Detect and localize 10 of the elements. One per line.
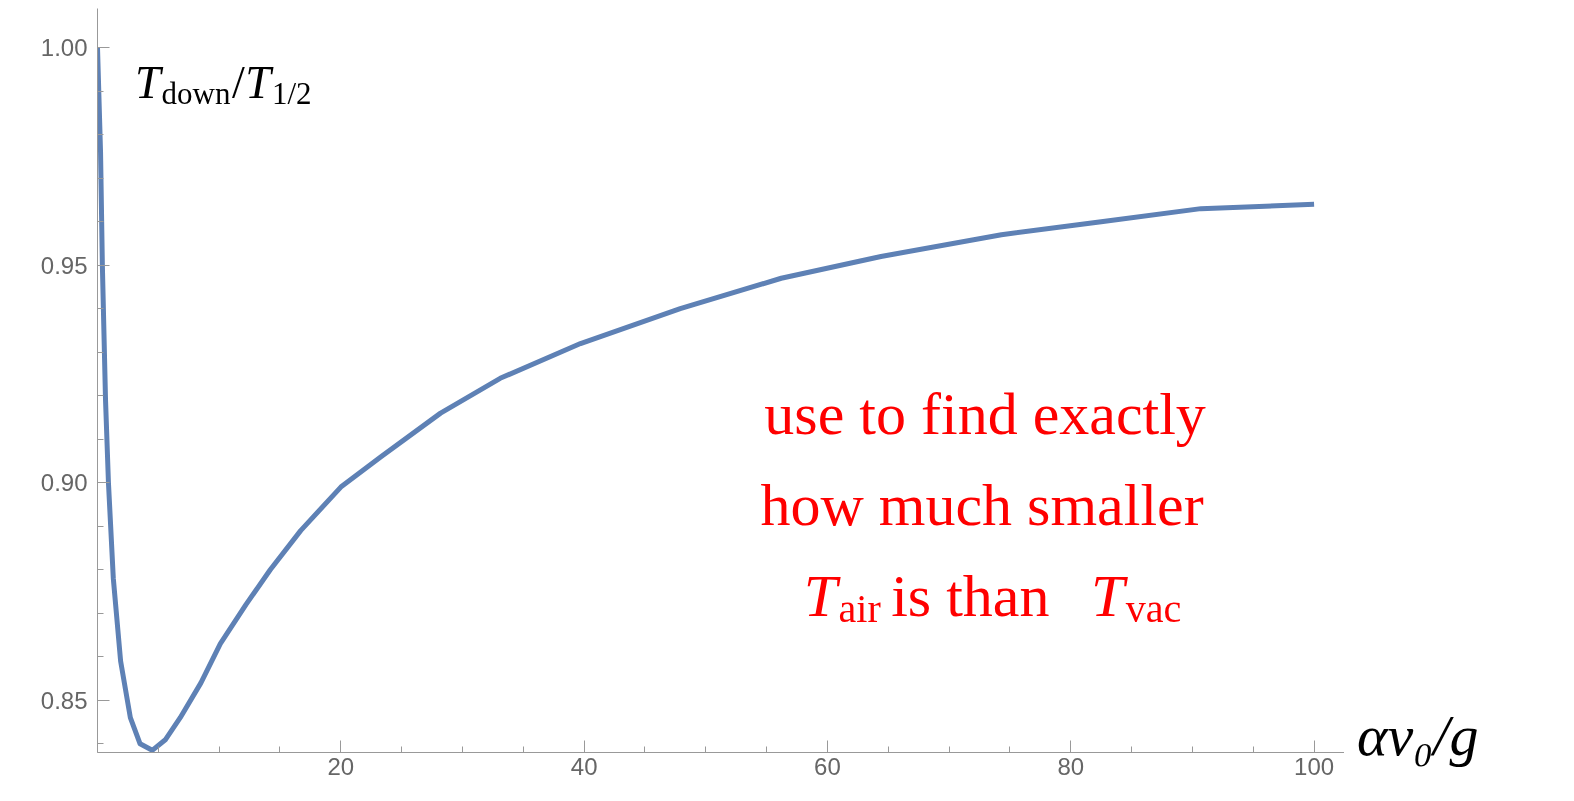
x-tick-label: 20 xyxy=(327,752,355,780)
y-tick-label: 0.95 xyxy=(40,251,88,279)
x-tick-label: 60 xyxy=(814,752,841,780)
y-tick-label: 1.00 xyxy=(40,34,88,62)
y-tick-label: 0.85 xyxy=(40,686,88,714)
y-tick-label: 0.90 xyxy=(40,469,88,497)
x-axis-title: αv₀/g xyxy=(1357,702,1479,770)
x-tick-label: 100 xyxy=(1294,752,1335,780)
x-tick-label: 80 xyxy=(1057,752,1085,780)
x-tick-label: 40 xyxy=(570,752,598,780)
